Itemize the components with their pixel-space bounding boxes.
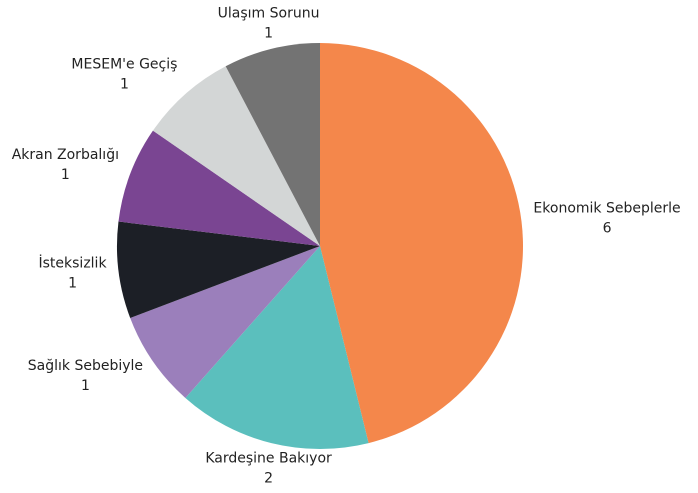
slice-label: Sağlık Sebebiyle xyxy=(28,358,143,374)
slice-value: 6 xyxy=(603,220,612,236)
slice-label: Kardeşine Bakıyor xyxy=(205,450,332,466)
slice-value: 1 xyxy=(120,77,129,93)
slice-label: MESEM'e Geçiş xyxy=(71,57,177,73)
pie-slice xyxy=(152,66,320,246)
pie-slice xyxy=(225,43,320,246)
slice-value: 1 xyxy=(61,167,70,183)
slice-label: Ulaşım Sorunu xyxy=(218,6,320,22)
slice-value: 1 xyxy=(81,378,90,394)
slice-value: 1 xyxy=(264,26,273,42)
pie-slice xyxy=(320,43,524,444)
slice-label: Ekonomik Sebeplerle xyxy=(533,200,680,216)
pie-slice xyxy=(185,246,369,449)
slice-label: İsteksizlik xyxy=(39,254,108,272)
pie-slice xyxy=(117,221,320,318)
slice-label: Akran Zorbalığı xyxy=(12,147,119,163)
pie-slice xyxy=(130,246,320,398)
slice-value: 1 xyxy=(68,276,77,292)
slice-value: 2 xyxy=(264,470,273,486)
pie-slice xyxy=(118,130,320,246)
